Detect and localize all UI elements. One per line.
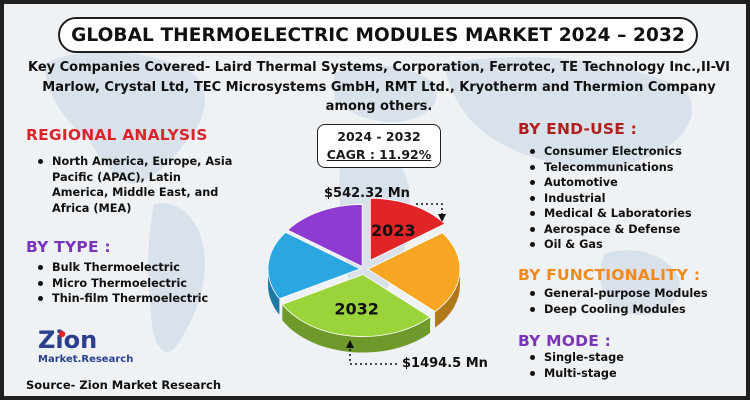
list-item: Bulk Thermoelectric	[34, 260, 244, 276]
by-functionality-list: General-purpose Modules Deep Cooling Mod…	[526, 286, 736, 317]
list-item: Aerospace & Defense	[526, 222, 736, 238]
annotation-2023-arrowhead	[438, 214, 446, 222]
by-type-heading: BY TYPE :	[26, 238, 111, 256]
pie-slice	[267, 231, 362, 300]
cagr-box: 2024 - 2032 CAGR : 11.92%	[317, 124, 441, 168]
list-item: Thin-film Thermoelectric	[34, 291, 244, 307]
pie-slice-wall	[268, 268, 280, 315]
list-item: Automotive	[526, 175, 736, 191]
key-companies-text: Key Companies Covered- Laird Thermal Sys…	[27, 60, 731, 114]
annotation-2023-value: $542.32 Mn	[324, 186, 410, 201]
list-item: Multi-stage	[526, 366, 736, 382]
list-item: Oil & Gas	[526, 237, 736, 253]
list-item: Telecommunications	[526, 160, 736, 176]
pie-slice-wall	[282, 304, 431, 353]
regional-analysis-heading: REGIONAL ANALYSIS	[26, 126, 208, 144]
by-end-use-list: Consumer Electronics Telecommunications …	[526, 144, 736, 253]
pie-slice	[367, 232, 461, 313]
by-type-list: Bulk Thermoelectric Micro Thermoelectric…	[34, 260, 244, 307]
regional-list: North America, Europe, Asia Pacific (APA…	[34, 154, 234, 216]
pie-slice	[287, 204, 363, 268]
logo-sub: Market.Research	[38, 354, 133, 365]
annotation-2023-leader	[416, 203, 443, 218]
by-mode-list: Single-stage Multi-stage	[526, 350, 736, 381]
source-text: Source- Zion Market Research	[26, 378, 222, 392]
pie-slice-wall	[435, 269, 460, 328]
list-item: General-purpose Modules	[526, 286, 736, 302]
zion-logo: Zion Market.Research	[38, 326, 133, 365]
pie-slice	[369, 197, 446, 261]
pie-chart: 2023 2032	[267, 197, 461, 365]
list-item: Medical & Laboratories	[526, 206, 736, 222]
cagr-period: 2024 - 2032	[337, 129, 421, 144]
annotation-2032-arrowhead	[346, 340, 354, 348]
page-title: GLOBAL THERMOELECTRIC MODULES MARKET 202…	[58, 17, 698, 53]
cagr-value: CAGR : 11.92%	[326, 147, 432, 162]
by-end-use-heading: BY END-USE :	[518, 120, 638, 138]
list-item: Industrial	[526, 191, 736, 207]
annotation-2032-leader	[349, 344, 400, 365]
list-item: Micro Thermoelectric	[34, 276, 244, 292]
pie-slice-label: 2032	[334, 299, 379, 318]
list-item: Deep Cooling Modules	[526, 302, 736, 318]
pie-slice	[281, 274, 431, 337]
pie-slice-label: 2023	[371, 221, 416, 240]
annotation-2032-value: $1494.5 Mn	[402, 356, 488, 371]
list-item: Single-stage	[526, 350, 736, 366]
by-mode-heading: BY MODE :	[518, 332, 612, 350]
list-item: Consumer Electronics	[526, 144, 736, 160]
by-functionality-heading: BY FUNCTIONALITY :	[518, 266, 701, 284]
logo-name: Zion	[38, 326, 97, 354]
list-item: North America, Europe, Asia Pacific (APA…	[34, 154, 234, 216]
